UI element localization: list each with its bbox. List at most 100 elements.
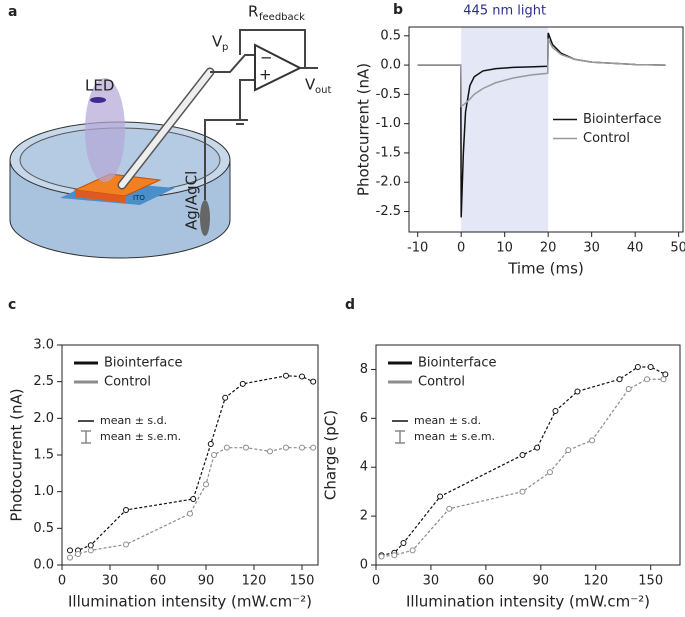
legend-label: Control (418, 375, 465, 390)
panel-label: d (345, 297, 355, 313)
series-line (381, 366, 666, 556)
data-point (647, 364, 654, 370)
legend-label: Biointerface (583, 112, 661, 127)
data-point (123, 541, 129, 548)
x-tick-label: 60 (478, 574, 495, 589)
y-tick-label: -1.0 (376, 116, 401, 131)
y-tick-label: 0.0 (33, 558, 54, 573)
annotation: 445 nm light (463, 4, 546, 19)
x-tick-label: 90 (533, 574, 550, 589)
data-point (662, 371, 669, 378)
legend-label: mean ± s.d. (414, 414, 481, 427)
amplifier (254, 43, 303, 92)
panel-label: b (393, 2, 403, 18)
x-tick-label: 20 (540, 241, 557, 256)
minus-sign: − (260, 49, 273, 67)
x-axis-label: Illumination intensity (mW.cm⁻²) (68, 593, 312, 611)
led-beam (85, 78, 125, 182)
x-tick-label: 120 (583, 574, 608, 589)
y-axis-label: Charge (pC) (322, 410, 340, 500)
data-point (519, 452, 526, 458)
y-tick-label: 0 (360, 558, 368, 573)
sample-side (75, 190, 125, 203)
electrode-label: Ag/AgCl (183, 171, 201, 230)
wire (210, 54, 255, 73)
data-point (67, 554, 73, 561)
schematic: a LED Ag/AgCl ITO − + R feedback V p V o… (8, 3, 331, 259)
data-point (187, 510, 193, 517)
y-tick-label: -1.5 (376, 145, 401, 160)
series-line (417, 38, 666, 108)
vp-sub: p (222, 42, 228, 53)
legend-label: Control (583, 131, 630, 146)
y-tick-label: -2.0 (376, 175, 401, 190)
y-axis-label: Photocurrent (nA) (355, 63, 373, 196)
legend-label: Control (104, 375, 151, 390)
data-point (546, 469, 553, 476)
data-point (299, 444, 305, 451)
y-tick-label: 4 (360, 460, 368, 475)
data-point (625, 386, 632, 392)
data-point (190, 496, 197, 502)
vout-sub: out (315, 85, 331, 96)
data-point (310, 378, 317, 385)
y-tick-label: 0.5 (33, 521, 54, 536)
data-point (243, 444, 249, 451)
data-point (589, 437, 596, 444)
y-tick-label: 0.5 (380, 28, 401, 43)
data-point (660, 376, 667, 383)
x-axis-label: Time (ms) (507, 260, 584, 278)
y-axis-label: Photocurrent (nA) (8, 388, 26, 521)
y-tick-label: 1.0 (33, 484, 54, 499)
plus-sign: + (259, 66, 272, 84)
data-point (67, 547, 73, 554)
vp-label: V (212, 33, 223, 51)
data-point (223, 444, 230, 451)
y-tick-label: 6 (360, 411, 368, 426)
data-point (644, 376, 651, 383)
data-point (409, 547, 416, 554)
y-tick-label: 0.0 (380, 58, 401, 73)
data-point (378, 553, 385, 560)
data-point (75, 551, 81, 557)
x-tick-label: 90 (198, 574, 215, 589)
y-tick-label: 8 (360, 362, 368, 377)
plot-frame (375, 344, 681, 566)
data-point (123, 507, 129, 513)
r-sub: feedback (259, 12, 305, 23)
data-point (203, 481, 209, 488)
series-line (381, 378, 664, 558)
legend-label: mean ± s.d. (100, 414, 167, 427)
data-point (534, 444, 541, 451)
led-label: LED (85, 77, 114, 95)
x-tick-label: 60 (150, 574, 167, 589)
y-tick-label: 2 (360, 509, 368, 524)
data-point (299, 373, 305, 380)
x-tick-label: 50 (670, 241, 685, 256)
x-axis-label: Illumination intensity (mW.cm⁻²) (406, 593, 650, 611)
x-tick-label: 40 (627, 241, 644, 256)
x-tick-label: 120 (242, 574, 267, 589)
data-point (283, 444, 289, 451)
led (90, 97, 106, 103)
data-point (87, 547, 94, 554)
panel-label: c (8, 297, 16, 313)
x-tick-label: 30 (583, 241, 600, 256)
y-tick-label: 2.5 (33, 374, 54, 389)
data-point (446, 505, 453, 512)
data-point (211, 452, 217, 458)
data-point (239, 380, 246, 387)
legend-label: mean ± s.e.m. (414, 430, 495, 443)
x-tick-label: 0 (58, 574, 66, 589)
legend-label: mean ± s.e.m. (100, 430, 181, 443)
data-point (283, 372, 289, 379)
y-tick-label: -2.5 (376, 204, 401, 219)
feedback-wire (239, 29, 306, 68)
data-point (565, 447, 572, 454)
data-point (391, 552, 398, 559)
r-label: R (248, 3, 258, 21)
x-tick-label: 150 (638, 574, 663, 589)
x-tick-label: 10 (496, 241, 513, 256)
data-point (437, 493, 444, 500)
